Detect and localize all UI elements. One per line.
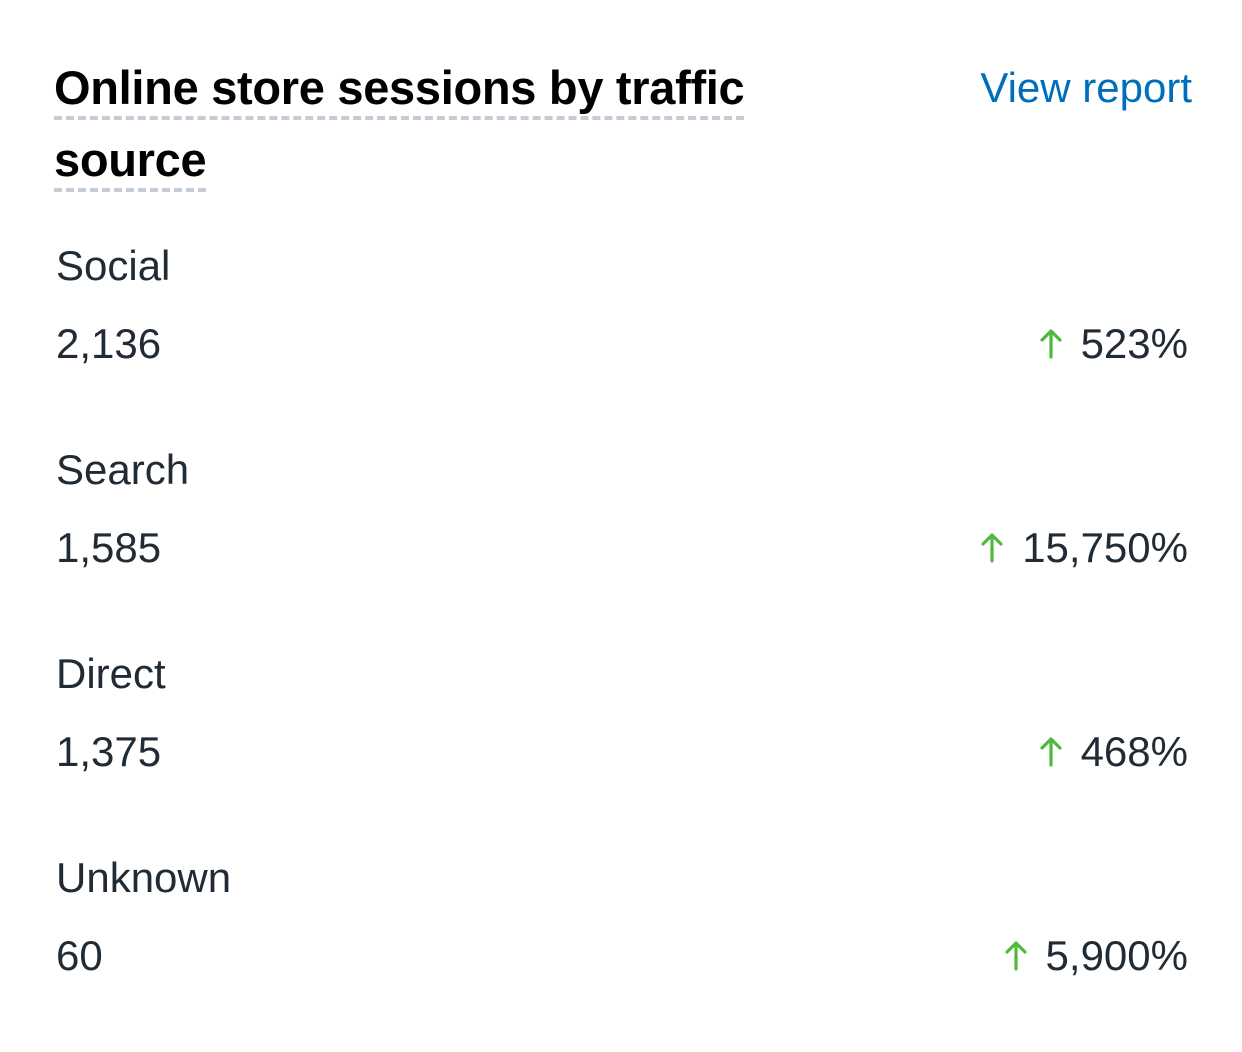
- change-indicator: 5,900%: [1004, 926, 1188, 986]
- change-percent: 523%: [1080, 320, 1188, 367]
- arrow-up-icon: [1004, 940, 1028, 972]
- source-label: Social: [56, 242, 171, 289]
- arrow-up-icon: [1039, 736, 1063, 768]
- change-indicator: 15,750%: [980, 518, 1188, 578]
- list-item-search: Search 1,585 15,750%: [56, 440, 1188, 644]
- session-count: 60: [56, 932, 103, 979]
- view-report-link[interactable]: View report: [980, 64, 1192, 111]
- change-percent: 5,900%: [1045, 932, 1188, 979]
- traffic-source-list: Social 2,136 523% Search 1,585 15,750% D…: [56, 236, 1188, 1052]
- list-item-unknown: Unknown 60 5,900%: [56, 848, 1188, 1052]
- change-indicator: 523%: [1039, 314, 1188, 374]
- list-item-social: Social 2,136 523%: [56, 236, 1188, 440]
- list-item-direct: Direct 1,375 468%: [56, 644, 1188, 848]
- change-indicator: 468%: [1039, 722, 1188, 782]
- card-title: Online store sessions by traffic source: [54, 52, 814, 196]
- change-percent: 15,750%: [1022, 524, 1188, 571]
- session-count: 2,136: [56, 320, 162, 367]
- arrow-up-icon: [1039, 328, 1063, 360]
- session-count: 1,585: [56, 524, 162, 571]
- session-count: 1,375: [56, 728, 162, 775]
- card-header: Online store sessions by traffic source …: [54, 52, 1194, 202]
- arrow-up-icon: [980, 532, 1004, 564]
- source-label: Search: [56, 446, 190, 493]
- source-label: Direct: [56, 650, 166, 697]
- source-label: Unknown: [56, 854, 232, 901]
- change-percent: 468%: [1080, 728, 1188, 775]
- card-title-text[interactable]: Online store sessions by traffic source: [54, 61, 745, 192]
